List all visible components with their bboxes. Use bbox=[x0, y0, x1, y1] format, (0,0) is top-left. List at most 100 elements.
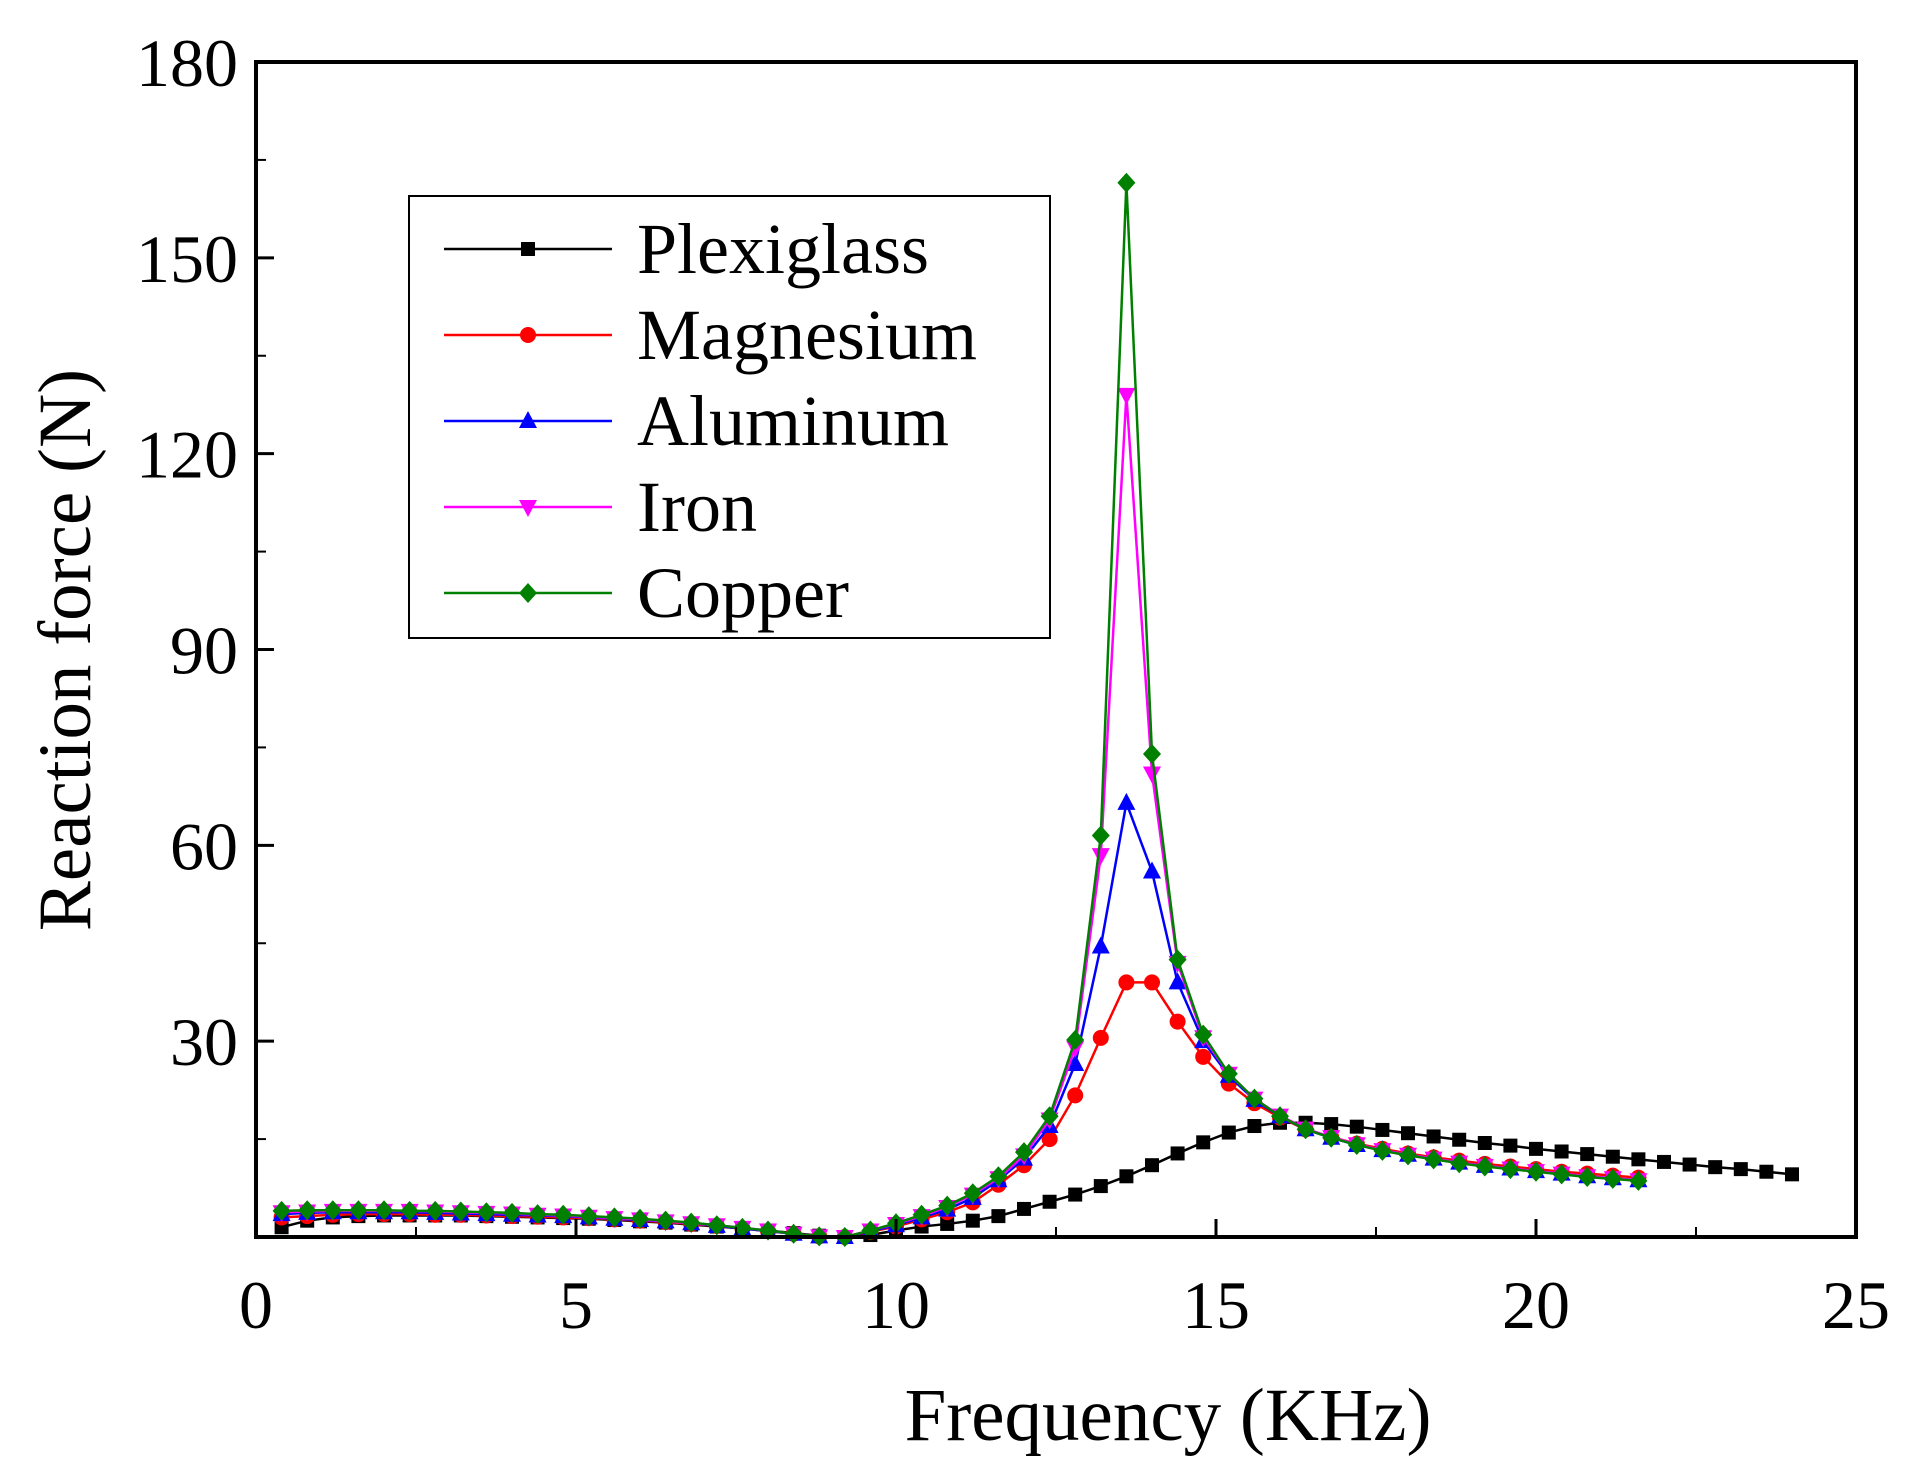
data-point-copper bbox=[963, 1183, 982, 1204]
legend-item-iron: Iron bbox=[444, 467, 757, 547]
data-point-copper bbox=[375, 1200, 393, 1221]
x-tick-label: 20 bbox=[1502, 1267, 1570, 1343]
data-point-plexiglass bbox=[965, 1213, 980, 1228]
data-point-plexiglass bbox=[1631, 1152, 1646, 1167]
data-point-magnesium bbox=[1169, 1013, 1186, 1030]
data-point-copper bbox=[1296, 1119, 1315, 1140]
data-point-plexiglass bbox=[1221, 1125, 1236, 1140]
axis-ticks: 0 5 10 15 20 25 30 60 90 120 150 180 bbox=[136, 25, 1890, 1343]
data-point-magnesium bbox=[1041, 1131, 1058, 1148]
data-point-plexiglass bbox=[1657, 1154, 1671, 1169]
data-point-copper bbox=[1143, 743, 1161, 764]
data-point-copper bbox=[1040, 1106, 1059, 1127]
data-point-plexiglass bbox=[1580, 1147, 1595, 1162]
data-point-iron bbox=[1117, 387, 1136, 405]
data-point-plexiglass bbox=[1785, 1167, 1799, 1182]
data-point-magnesium bbox=[1118, 974, 1135, 991]
data-point-copper bbox=[707, 1215, 726, 1236]
legend-item-aluminum: Aluminum bbox=[444, 381, 949, 461]
data-point-copper bbox=[1091, 825, 1110, 846]
data-point-plexiglass bbox=[1119, 1169, 1134, 1184]
data-point-copper bbox=[1168, 949, 1187, 970]
data-point-copper bbox=[1603, 1168, 1622, 1189]
x-tick-label: 5 bbox=[559, 1267, 593, 1343]
legend-label-iron: Iron bbox=[637, 467, 757, 547]
x-tick-label: 0 bbox=[239, 1267, 273, 1343]
y-axis-label: Reaction force (N) bbox=[24, 369, 107, 931]
data-point-copper bbox=[1271, 1106, 1289, 1127]
data-point-copper bbox=[1245, 1088, 1264, 1109]
data-point-plexiglass bbox=[991, 1209, 1006, 1224]
data-point-copper bbox=[426, 1200, 445, 1221]
data-point-copper bbox=[451, 1201, 470, 1222]
data-point-plexiglass bbox=[1605, 1149, 1620, 1164]
data-point-aluminum bbox=[1143, 861, 1161, 879]
legend-marker-plexiglass bbox=[521, 242, 535, 256]
y-tick-label: 150 bbox=[136, 221, 238, 297]
legend-marker-aluminum bbox=[519, 411, 537, 428]
data-point-iron bbox=[1143, 766, 1161, 784]
data-point-plexiglass bbox=[1042, 1194, 1057, 1209]
data-point-copper bbox=[938, 1195, 957, 1216]
data-point-plexiglass bbox=[1170, 1146, 1185, 1161]
data-point-copper bbox=[298, 1200, 317, 1221]
data-point-plexiglass bbox=[1426, 1129, 1441, 1144]
series-line-aluminum bbox=[281, 798, 1639, 1239]
y-tick-label: 30 bbox=[170, 1004, 238, 1080]
data-point-copper bbox=[272, 1200, 291, 1221]
data-point-copper bbox=[912, 1204, 931, 1225]
data-point-plexiglass bbox=[1554, 1144, 1569, 1159]
data-point-plexiglass bbox=[1375, 1122, 1390, 1137]
data-point-copper bbox=[1552, 1164, 1571, 1185]
data-point-copper bbox=[1194, 1024, 1213, 1045]
legend-label-magnesium: Magnesium bbox=[637, 295, 977, 375]
data-point-copper bbox=[1219, 1063, 1238, 1084]
data-point-plexiglass bbox=[1068, 1187, 1083, 1202]
data-point-copper bbox=[528, 1204, 547, 1225]
data-point-copper bbox=[1475, 1156, 1494, 1177]
legend-item-copper: Copper bbox=[444, 553, 849, 633]
legend-label-aluminum: Aluminum bbox=[637, 381, 949, 461]
data-point-copper bbox=[579, 1206, 598, 1227]
data-point-plexiglass bbox=[1503, 1138, 1518, 1153]
data-point-copper bbox=[1578, 1166, 1597, 1187]
data-point-aluminum bbox=[1066, 1054, 1085, 1072]
data-point-plexiglass bbox=[1452, 1132, 1467, 1147]
data-point-copper bbox=[1117, 172, 1136, 193]
data-point-plexiglass bbox=[1247, 1119, 1262, 1134]
legend-box bbox=[408, 195, 1051, 639]
data-point-plexiglass bbox=[1349, 1119, 1364, 1134]
legend-item-plexiglass: Plexiglass bbox=[444, 209, 929, 289]
data-point-plexiglass bbox=[1759, 1164, 1774, 1179]
x-tick-label: 10 bbox=[862, 1267, 930, 1343]
data-point-copper bbox=[1450, 1153, 1469, 1174]
legend-marker-magnesium bbox=[520, 327, 536, 343]
data-point-copper bbox=[656, 1210, 675, 1231]
data-point-copper bbox=[349, 1200, 368, 1221]
data-point-copper bbox=[631, 1208, 649, 1229]
data-point-copper bbox=[1629, 1170, 1648, 1191]
data-point-plexiglass bbox=[1477, 1136, 1492, 1150]
legend-marker-copper bbox=[519, 583, 537, 603]
data-point-plexiglass bbox=[1682, 1157, 1697, 1172]
data-point-copper bbox=[1373, 1140, 1392, 1161]
data-point-copper bbox=[605, 1207, 624, 1228]
data-point-plexiglass bbox=[1145, 1158, 1159, 1173]
series-layer bbox=[272, 172, 1799, 1247]
x-axis-label: Frequency (KHz) bbox=[905, 1374, 1432, 1457]
data-point-plexiglass bbox=[1708, 1160, 1723, 1175]
data-point-copper bbox=[400, 1200, 419, 1221]
data-point-copper bbox=[1066, 1029, 1085, 1050]
data-point-plexiglass bbox=[1017, 1201, 1031, 1216]
y-tick-label: 180 bbox=[136, 25, 238, 101]
data-point-copper bbox=[554, 1204, 573, 1225]
data-point-iron bbox=[1091, 848, 1110, 866]
data-point-plexiglass bbox=[1093, 1179, 1108, 1194]
y-tick-label: 60 bbox=[170, 808, 238, 884]
data-point-magnesium bbox=[1092, 1029, 1109, 1046]
data-point-copper bbox=[682, 1212, 701, 1233]
legend-label-copper: Copper bbox=[637, 553, 849, 633]
data-point-plexiglass bbox=[1733, 1162, 1748, 1177]
